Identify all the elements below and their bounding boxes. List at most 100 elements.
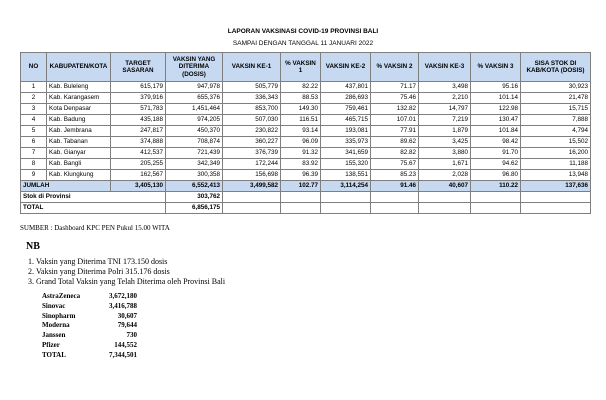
vaccine-count: 30,607 xyxy=(117,311,137,320)
data-row: 5 Kab. Jembrana 247,817 450,370 230,822 93.14… xyxy=(20,125,591,137)
vaccine-count: 144,552 xyxy=(114,340,137,349)
cell: 30,923 xyxy=(520,81,591,93)
cell: 7,888 xyxy=(520,114,591,126)
cell: 130.47 xyxy=(470,114,521,126)
vaccine-count: 7,344,501 xyxy=(109,350,137,359)
cell: 3,114,254 xyxy=(320,180,371,192)
cell: 335,973 xyxy=(320,136,371,148)
cell: 110.22 xyxy=(470,180,521,192)
empty-cell xyxy=(280,191,321,203)
cell: 82.82 xyxy=(370,147,419,159)
cell: 156,698 xyxy=(222,169,281,181)
breakdown-row: Pfizer 144,552 xyxy=(42,341,137,351)
cell: 96.09 xyxy=(280,136,321,148)
cell: 83.92 xyxy=(280,158,321,170)
cell: Kab. Klungkung xyxy=(46,169,111,181)
cell: 1,451,464 xyxy=(165,103,223,115)
breakdown-row: AstraZeneca 3,672,180 xyxy=(42,292,137,302)
vaccine-name: Sinopharm xyxy=(42,311,76,320)
title: LAPORAN VAKSINASI COVID-19 PROVINSI BALI xyxy=(227,28,379,35)
cell: 4,794 xyxy=(520,125,591,137)
cell: 3,498 xyxy=(418,81,471,93)
cell: 507,030 xyxy=(222,114,281,126)
vaccine-count: 730 xyxy=(126,331,138,340)
source: SUMBER : Dashboard KPC PEN Pukul 15.00 W… xyxy=(20,224,170,232)
column-header: % VAKSIN 1 xyxy=(280,52,321,82)
cell: 89.62 xyxy=(370,136,419,148)
cell: 93.14 xyxy=(280,125,321,137)
cell: 336,343 xyxy=(222,92,281,104)
cell: 40,607 xyxy=(418,180,471,192)
cell: 205,255 xyxy=(110,158,166,170)
data-row: 6 Kab. Tabanan 374,888 708,874 360,227 96.09 3… xyxy=(20,136,591,148)
cell: 71.17 xyxy=(370,81,419,93)
empty-cell xyxy=(222,202,281,214)
notes-title: NB xyxy=(26,241,40,252)
cell: 95.16 xyxy=(470,81,521,93)
stock-row: Stok di Provinsi 303,762 xyxy=(20,191,591,203)
vaccine-name: AstraZeneca xyxy=(42,292,81,300)
column-header: SISA STOK DI KAB/KOTA (DOSIS) xyxy=(520,52,591,82)
cell: 107.01 xyxy=(370,114,419,126)
vaccine-count: 79,644 xyxy=(117,321,137,330)
cell: 2,210 xyxy=(418,92,471,104)
cell: 75.67 xyxy=(370,158,419,170)
vaccine-name: Sinovac xyxy=(42,301,66,310)
cell: 2 xyxy=(20,92,47,104)
cell: 7 xyxy=(20,147,47,159)
cell: 116.51 xyxy=(280,114,321,126)
cell: 412,537 xyxy=(110,147,166,159)
cell: 571,783 xyxy=(110,103,166,115)
column-header: VAKSIN YANG DITERIMA (DOSIS) xyxy=(165,52,223,82)
cell: Kab. Karangasem xyxy=(46,92,111,104)
empty-cell xyxy=(370,191,419,203)
cell: 3 xyxy=(20,103,47,115)
empty-cell xyxy=(320,191,371,203)
empty-cell xyxy=(320,202,371,214)
cell: 759,461 xyxy=(320,103,371,115)
note-item: Grand Total Vaksin yang Telah Diterima o… xyxy=(36,277,225,287)
vaccine-name: Moderna xyxy=(42,321,70,330)
vaccine-count: 3,416,788 xyxy=(109,301,137,310)
cell: 3,499,582 xyxy=(222,180,281,192)
cell: 88.53 xyxy=(280,92,321,104)
note-item: Vaksin yang Diterima Polri 315.176 dosis xyxy=(36,267,225,277)
cell: 137,636 xyxy=(520,180,591,192)
cell: 94.62 xyxy=(470,158,521,170)
note-item: Vaksin yang Diterima TNI 173.150 dosis xyxy=(36,257,225,267)
column-header: VAKSIN KE-3 xyxy=(418,52,471,82)
cell: 132.82 xyxy=(370,103,419,115)
data-row: 7 Kab. Gianyar 412,537 721,439 376,739 91.32 3… xyxy=(20,147,591,159)
cell: 947,978 xyxy=(165,81,223,93)
notes-list: Vaksin yang Diterima TNI 173.150 dosisVa… xyxy=(20,257,225,287)
cell: 8 xyxy=(20,158,47,170)
cell: 374,888 xyxy=(110,136,166,148)
cell: 193,081 xyxy=(320,125,371,137)
cell: 3,425 xyxy=(418,136,471,148)
cell: 16,200 xyxy=(520,147,591,159)
data-row: 1 Kab. Buleleng 615,179 947,978 505,779 82.22… xyxy=(20,81,591,93)
cell: 98.42 xyxy=(470,136,521,148)
cell: 4 xyxy=(20,114,47,126)
cell: 101.84 xyxy=(470,125,521,137)
cell: 13,948 xyxy=(520,169,591,181)
cell: 9 xyxy=(20,169,47,181)
cell: 853,700 xyxy=(222,103,281,115)
cell: Kab. Bangli xyxy=(46,158,111,170)
cell: 341,659 xyxy=(320,147,371,159)
cell: Kab. Tabanan xyxy=(46,136,111,148)
column-header: KABUPATEN/KOTA xyxy=(46,52,111,82)
data-row: 9 Kab. Klungkung 162,567 300,358 156,698 96.3… xyxy=(20,169,591,181)
vaccine-name: TOTAL xyxy=(42,350,66,359)
cell: Kota Denpasar xyxy=(46,103,111,115)
cell: Stok di Provinsi xyxy=(20,191,166,203)
cell: 1,879 xyxy=(418,125,471,137)
cell: 162,567 xyxy=(110,169,166,181)
breakdown-row: Moderna 79,644 xyxy=(42,321,137,331)
cell: 96.80 xyxy=(470,169,521,181)
empty-cell xyxy=(520,191,591,203)
cell: 379,916 xyxy=(110,92,166,104)
empty-cell xyxy=(280,202,321,214)
column-header: TARGET SASARAN xyxy=(110,52,166,82)
cell: 230,822 xyxy=(222,125,281,137)
